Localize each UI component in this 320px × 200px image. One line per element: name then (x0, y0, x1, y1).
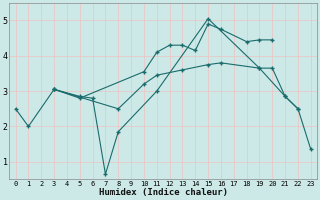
X-axis label: Humidex (Indice chaleur): Humidex (Indice chaleur) (99, 188, 228, 197)
